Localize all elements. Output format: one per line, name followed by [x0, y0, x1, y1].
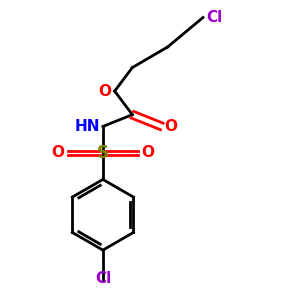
- Text: O: O: [165, 119, 178, 134]
- Text: Cl: Cl: [206, 10, 222, 25]
- Text: HN: HN: [74, 119, 100, 134]
- Text: O: O: [99, 84, 112, 99]
- Text: O: O: [141, 146, 154, 160]
- Text: Cl: Cl: [95, 271, 111, 286]
- Text: O: O: [52, 146, 64, 160]
- Text: S: S: [97, 144, 109, 162]
